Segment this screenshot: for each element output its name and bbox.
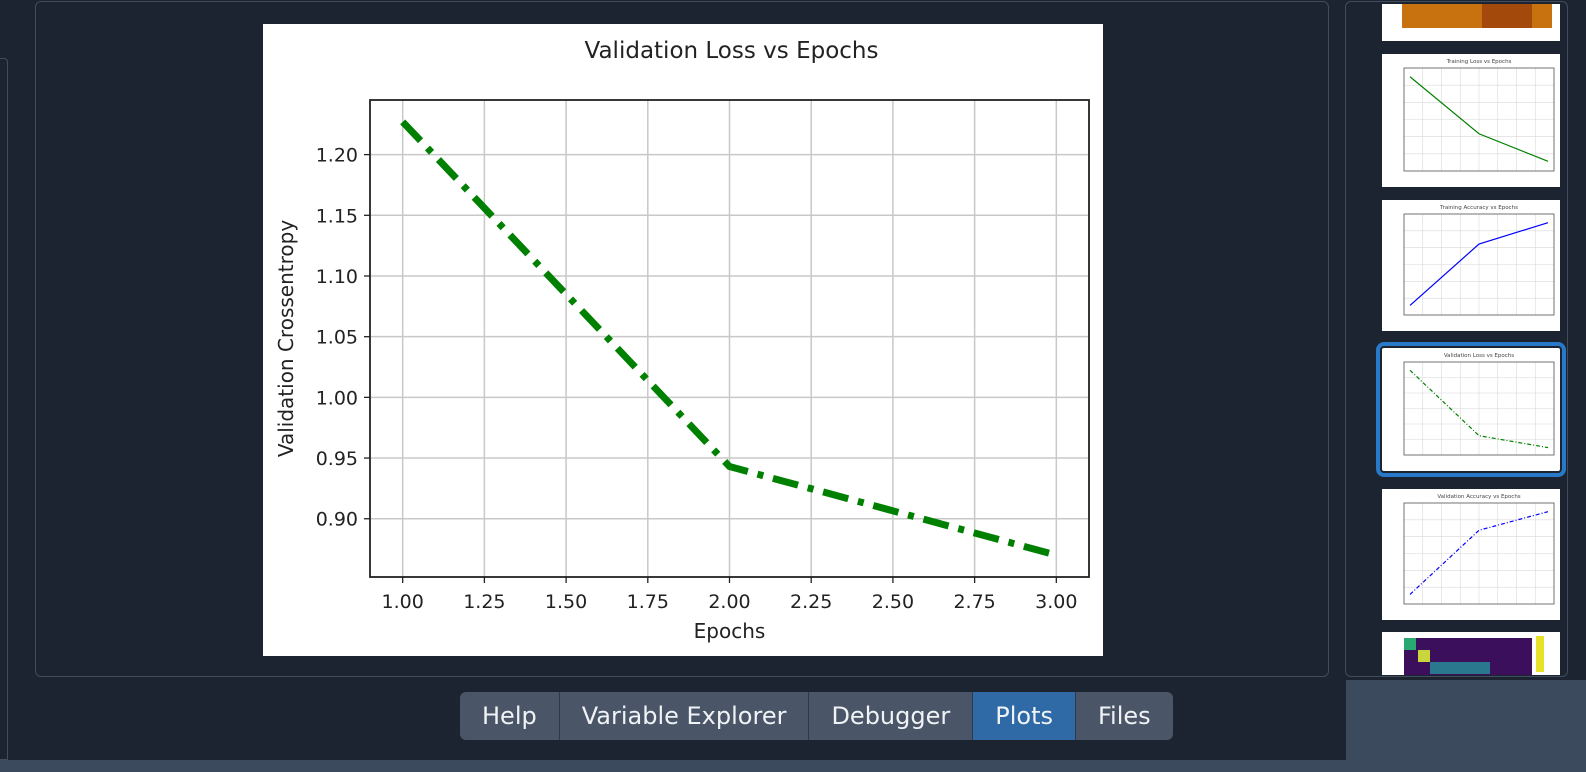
y-tick-label: 1.10 xyxy=(316,266,358,288)
thumb-title: Training Loss vs Epochs xyxy=(1446,59,1512,65)
chart-title: Validation Loss vs Epochs xyxy=(585,38,879,64)
thumb-series xyxy=(1409,76,1549,162)
x-tick-label: 1.25 xyxy=(463,591,505,613)
thumb-frame xyxy=(1403,67,1555,172)
y-tick-label: 0.90 xyxy=(316,509,358,531)
x-tick-label: 3.00 xyxy=(1035,591,1077,613)
y-tick-label: 0.95 xyxy=(316,448,358,470)
main-figure: 1.00 1.25 1.50 1.75 2.00 2.25 2.50 2.75 3.00 0.90… xyxy=(263,24,1103,656)
plot-thumbnail[interactable]: Validation Accuracy vs Epochs xyxy=(1382,489,1560,620)
tab-label: Variable Explorer xyxy=(581,702,787,730)
main-chart-svg: 1.00 1.25 1.50 1.75 2.00 2.25 2.50 2.75 3.00 0.90… xyxy=(274,38,1090,643)
x-tick-label: 1.75 xyxy=(627,591,669,613)
thumbnail-svg xyxy=(1404,636,1544,675)
tab-plots[interactable]: Plots xyxy=(973,692,1076,740)
thumbnail-svg: Training Accuracy vs Epochs xyxy=(1403,205,1555,316)
x-tick-label: 1.00 xyxy=(382,591,424,613)
series-line xyxy=(400,119,1058,559)
thumb-frame xyxy=(1403,502,1555,605)
tab-files[interactable]: Files xyxy=(1076,692,1173,740)
left-gutter xyxy=(0,0,28,772)
tab-label: Help xyxy=(482,702,537,730)
x-tick-label: 2.75 xyxy=(953,591,995,613)
thumb-title: Validation Loss vs Epochs xyxy=(1444,353,1514,359)
y-tick-label: 1.20 xyxy=(316,145,358,167)
left-pane-edge xyxy=(0,58,8,760)
y-tick-label: 1.15 xyxy=(316,205,358,227)
tab-debugger[interactable]: Debugger xyxy=(809,692,974,740)
thumb-series xyxy=(1409,222,1549,306)
heatmap-cell xyxy=(1430,662,1490,674)
thumb-series xyxy=(1409,511,1549,595)
pane-tab-bar: Help Variable Explorer Debugger Plots Fi… xyxy=(460,692,1173,740)
x-tick-label: 2.25 xyxy=(790,591,832,613)
x-tick-label: 2.50 xyxy=(872,591,914,613)
thumb-title: Training Accuracy vs Epochs xyxy=(1439,205,1518,211)
y-axis-label: Validation Crossentropy xyxy=(274,220,298,457)
thumbnail-svg: Validation Loss vs Epochs xyxy=(1403,353,1555,456)
heatmap-band xyxy=(1482,4,1532,28)
y-tick-label: 1.05 xyxy=(316,327,358,349)
status-strip xyxy=(0,760,1586,772)
tab-variable-explorer[interactable]: Variable Explorer xyxy=(560,692,810,740)
heatmap-cell xyxy=(1418,650,1430,662)
x-tick-label: 1.50 xyxy=(545,591,587,613)
thumbnail-svg xyxy=(1402,4,1552,28)
plot-thumbnail[interactable]: Validation Loss vs Epochs xyxy=(1376,342,1566,477)
y-tick-label: 1.00 xyxy=(316,387,358,409)
thumb-series xyxy=(1409,369,1549,449)
plot-thumbnail[interactable]: Training Loss vs Epochs xyxy=(1382,54,1560,187)
thumb-frame xyxy=(1403,361,1555,456)
plot-thumbnail[interactable] xyxy=(1382,632,1560,675)
tab-help[interactable]: Help xyxy=(460,692,560,740)
tab-label: Debugger xyxy=(831,702,951,730)
thumbnail-svg: Validation Accuracy vs Epochs xyxy=(1403,494,1555,605)
tab-label: Files xyxy=(1098,702,1151,730)
tab-label: Plots xyxy=(995,702,1053,730)
x-tick-label: 2.00 xyxy=(708,591,750,613)
plot-thumbnail[interactable]: Training Accuracy vs Epochs xyxy=(1382,200,1560,331)
x-axis-label: Epochs xyxy=(694,619,766,643)
thumbnail-svg: Training Loss vs Epochs xyxy=(1403,59,1555,172)
thumb-frame xyxy=(1403,213,1555,316)
heatmap-cell xyxy=(1404,638,1416,650)
plot-thumbnail[interactable] xyxy=(1382,4,1560,41)
heatmap-colorbar xyxy=(1536,636,1544,672)
thumb-title: Validation Accuracy vs Epochs xyxy=(1437,494,1520,500)
